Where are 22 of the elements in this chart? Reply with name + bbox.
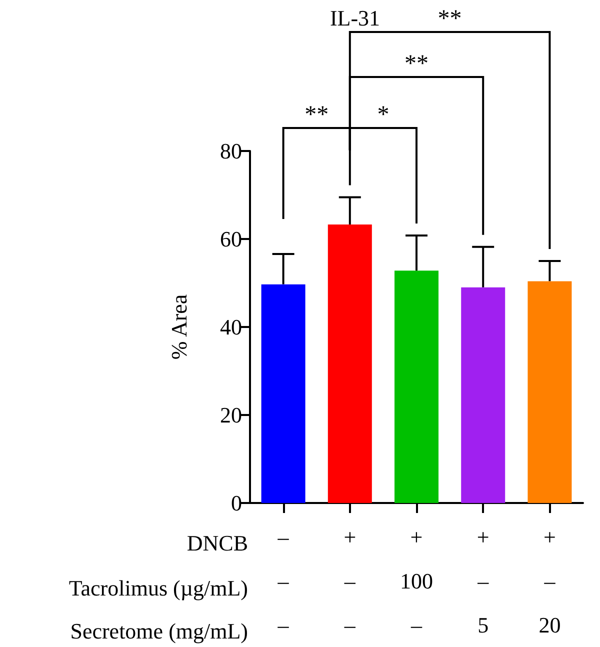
y-tick-label: 80 xyxy=(220,138,242,164)
x-tick-label: + – 5 xyxy=(476,524,490,638)
bar xyxy=(461,287,506,503)
x-tick-label: – – – xyxy=(276,524,290,638)
y-tick-label: 20 xyxy=(220,402,242,428)
y-tick-label: 40 xyxy=(220,314,242,340)
chart-title: IL-31 xyxy=(330,6,380,30)
x-tick-label: + 100 – xyxy=(400,524,433,638)
significance-bracket: ** xyxy=(282,102,351,219)
bar xyxy=(261,284,306,503)
text: Tacrolimus (µg/mL) xyxy=(68,576,248,600)
bar xyxy=(528,281,572,503)
text: DNCB xyxy=(186,530,248,556)
x-tick-label: + – – xyxy=(343,524,356,638)
y-tick-label: 0 xyxy=(231,490,242,516)
x-tick-label: + – 20 xyxy=(538,524,561,638)
bar xyxy=(328,224,372,503)
y-axis-title: % Area xyxy=(166,294,192,360)
text: Secretome (mg/mL) xyxy=(70,618,248,644)
y-tick-label: 60 xyxy=(220,226,242,252)
significance-bracket: * xyxy=(348,102,418,224)
bar xyxy=(394,270,438,503)
